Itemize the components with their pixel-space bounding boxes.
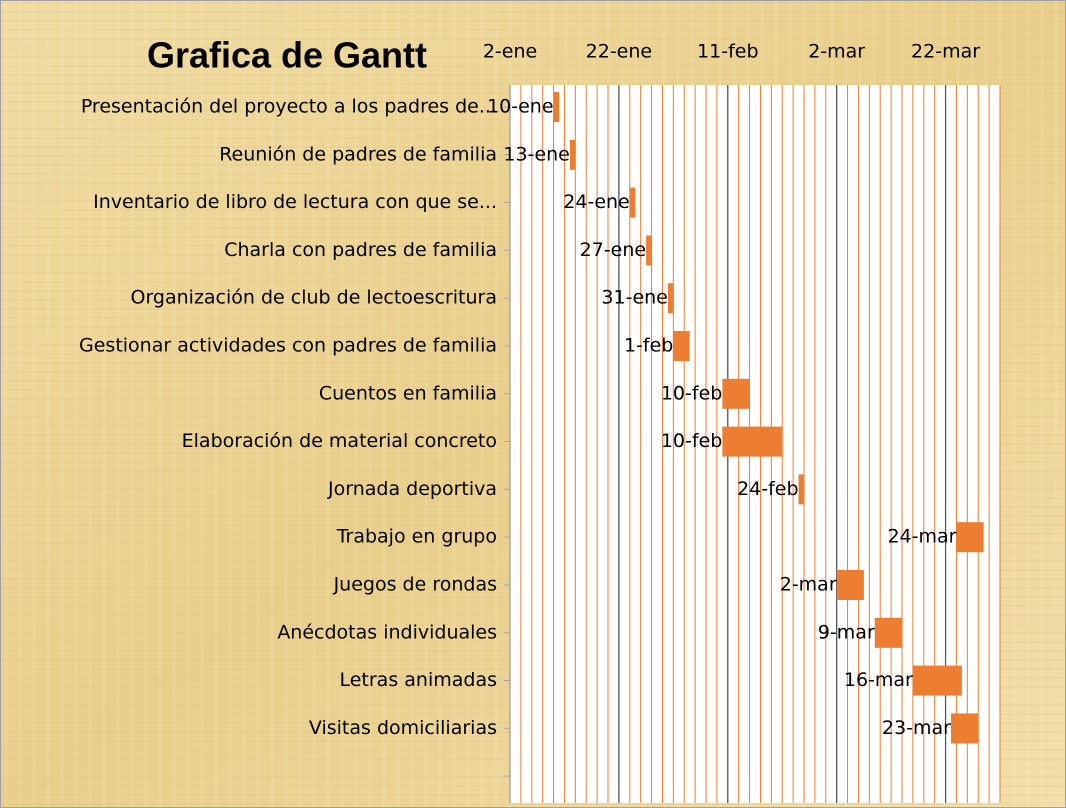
category-label: Anécdotas individuales (277, 621, 497, 643)
category-label: Letras animadas (339, 669, 497, 691)
bar (956, 522, 984, 553)
data-label: 24-feb (737, 478, 798, 500)
x-tick-label: 2-ene (483, 41, 537, 63)
category-label: Inventario de libro de lectura con que s… (93, 191, 497, 213)
category-label: Presentación del proyecto a los padres d… (81, 96, 497, 118)
category-label: Organización de club de lectoescritura (130, 287, 497, 309)
bar (722, 378, 750, 409)
data-label: 10-ene (487, 96, 553, 118)
bar (553, 92, 559, 122)
category-label: Reunión de padres de familia (219, 143, 497, 165)
category-label: Visitas domiciliarias (309, 717, 497, 739)
bar (646, 235, 652, 266)
data-label: 9-mar (818, 621, 875, 643)
x-tick-label: 22-mar (911, 41, 980, 63)
x-tick-label: 22-ene (586, 41, 652, 63)
data-label: 13-ene (503, 143, 569, 165)
data-label: 1-feb (624, 335, 673, 357)
bar (912, 665, 962, 696)
data-label: 23-mar (882, 717, 951, 739)
x-tick-label: 2-mar (808, 41, 865, 63)
category-label: Juegos de rondas (333, 574, 497, 596)
data-label: 24-ene (563, 191, 629, 213)
bar (874, 617, 902, 648)
bar (569, 139, 576, 170)
data-label: 27-ene (580, 239, 646, 261)
data-label: 31-ene (601, 287, 667, 309)
bar (951, 713, 979, 744)
category-label: Cuentos en familia (319, 382, 497, 404)
bar (798, 474, 804, 505)
bar (629, 187, 636, 218)
data-label: 2-mar (780, 574, 837, 596)
category-label: Elaboración de material concreto (182, 430, 497, 452)
bar (667, 283, 674, 314)
chart-title: Grafica de Gantt (147, 35, 427, 76)
data-label: 16-mar (844, 669, 913, 691)
category-label: Charla con padres de familia (224, 239, 497, 261)
bar (722, 426, 783, 457)
data-label: 10-feb (661, 382, 722, 404)
data-label: 24-mar (887, 526, 956, 548)
bar (673, 331, 690, 361)
category-label: Jornada deportiva (327, 478, 497, 500)
data-label: 10-feb (661, 430, 722, 452)
category-label: Trabajo en grupo (336, 526, 497, 548)
x-tick-label: 11-feb (697, 41, 758, 63)
bar (836, 570, 864, 600)
category-label: Gestionar actividades con padres de fami… (79, 335, 497, 357)
